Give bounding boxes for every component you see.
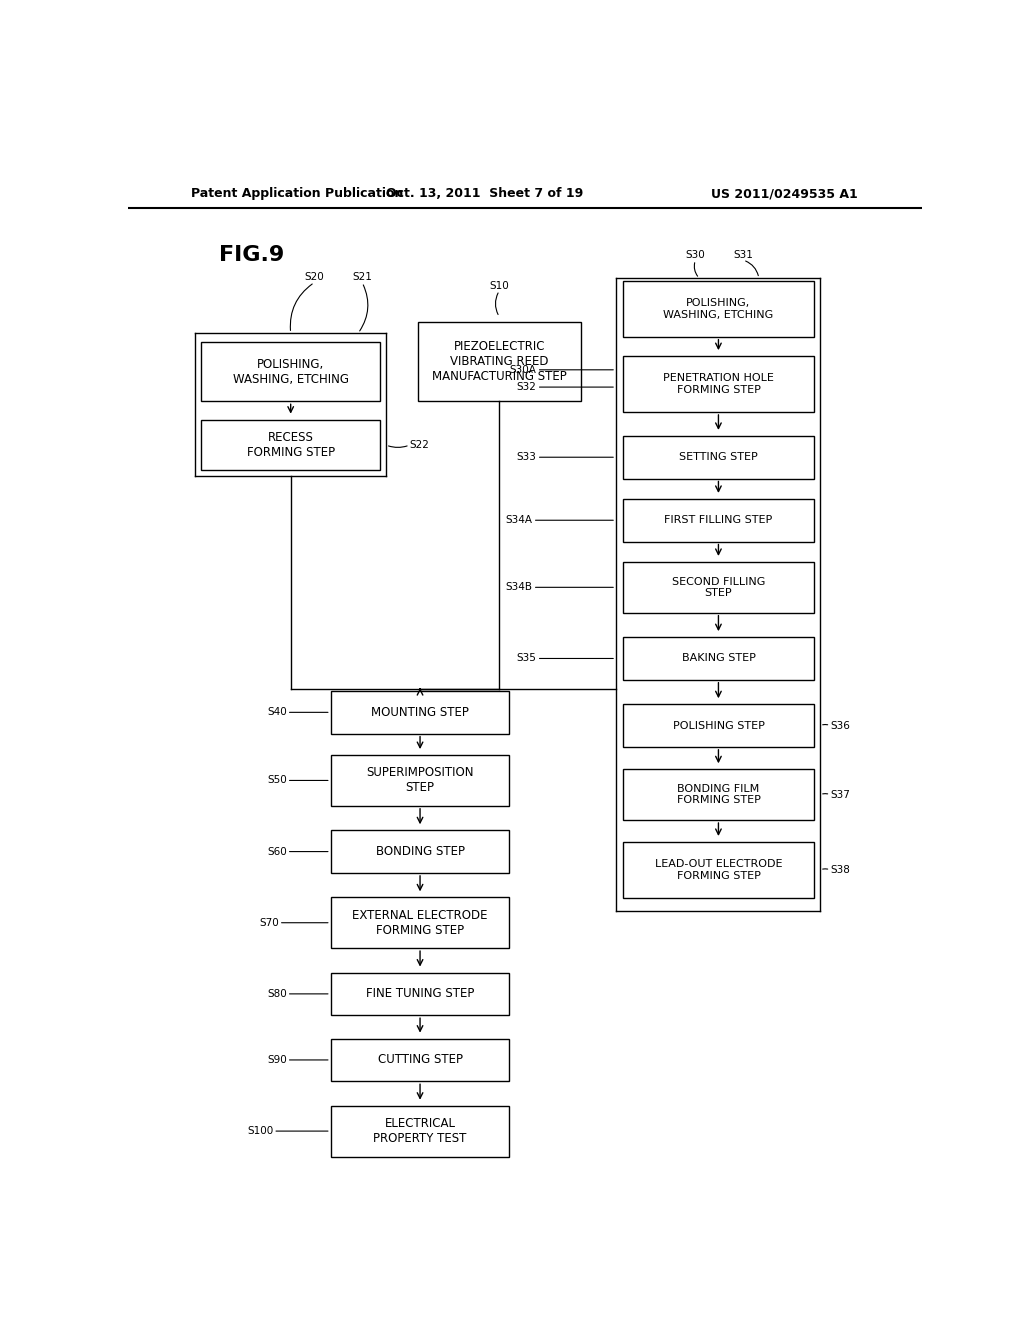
Text: S32: S32 [517,381,537,392]
FancyBboxPatch shape [624,842,814,898]
Text: RECESS
FORMING STEP: RECESS FORMING STEP [247,432,335,459]
Text: POLISHING,
WASHING, ETCHING: POLISHING, WASHING, ETCHING [664,298,773,319]
Text: S36: S36 [830,721,850,730]
FancyBboxPatch shape [331,1106,509,1156]
Text: LEAD-OUT ELECTRODE
FORMING STEP: LEAD-OUT ELECTRODE FORMING STEP [654,859,782,880]
Text: S20: S20 [304,272,325,282]
FancyBboxPatch shape [331,1039,509,1081]
Text: S60: S60 [267,846,287,857]
Text: BONDING STEP: BONDING STEP [376,845,465,858]
Text: PIEZOELECTRIC
VIBRATING REED
MANUFACTURING STEP: PIEZOELECTRIC VIBRATING REED MANUFACTURI… [432,341,566,383]
Text: S30A: S30A [510,364,537,375]
Text: FINE TUNING STEP: FINE TUNING STEP [366,987,474,1001]
Text: PENETRATION HOLE
FORMING STEP: PENETRATION HOLE FORMING STEP [663,374,774,395]
Text: S40: S40 [267,708,287,717]
FancyBboxPatch shape [624,436,814,479]
Text: S21: S21 [352,272,372,282]
Text: S90: S90 [267,1055,287,1065]
FancyBboxPatch shape [202,420,380,470]
Text: US 2011/0249535 A1: US 2011/0249535 A1 [712,187,858,201]
FancyBboxPatch shape [624,770,814,820]
Text: EXTERNAL ELECTRODE
FORMING STEP: EXTERNAL ELECTRODE FORMING STEP [352,908,487,937]
FancyBboxPatch shape [624,704,814,747]
FancyBboxPatch shape [624,638,814,680]
FancyBboxPatch shape [331,973,509,1015]
Text: S31: S31 [733,249,753,260]
Text: S80: S80 [267,989,287,999]
Text: S34B: S34B [506,582,532,593]
Text: S100: S100 [247,1126,273,1137]
FancyBboxPatch shape [331,830,509,873]
FancyBboxPatch shape [331,898,509,948]
Text: POLISHING,
WASHING, ETCHING: POLISHING, WASHING, ETCHING [232,358,349,385]
FancyBboxPatch shape [202,342,380,401]
FancyBboxPatch shape [624,356,814,412]
Text: S30: S30 [685,249,706,260]
Text: S35: S35 [517,653,537,664]
Text: ELECTRICAL
PROPERTY TEST: ELECTRICAL PROPERTY TEST [374,1117,467,1144]
Text: S34A: S34A [506,515,532,525]
Text: MOUNTING STEP: MOUNTING STEP [371,706,469,719]
FancyBboxPatch shape [418,322,581,401]
Text: POLISHING STEP: POLISHING STEP [673,721,764,730]
Text: Patent Application Publication: Patent Application Publication [191,187,403,201]
Text: BONDING FILM
FORMING STEP: BONDING FILM FORMING STEP [677,784,761,805]
Text: S33: S33 [517,453,537,462]
Text: Oct. 13, 2011  Sheet 7 of 19: Oct. 13, 2011 Sheet 7 of 19 [386,187,584,201]
FancyBboxPatch shape [331,755,509,805]
FancyBboxPatch shape [624,281,814,337]
Text: BAKING STEP: BAKING STEP [682,653,756,664]
FancyBboxPatch shape [624,562,814,612]
Text: S70: S70 [259,917,279,928]
Text: SECOND FILLING
STEP: SECOND FILLING STEP [672,577,765,598]
FancyBboxPatch shape [331,690,509,734]
Text: FIG.9: FIG.9 [219,246,285,265]
Text: SETTING STEP: SETTING STEP [679,453,758,462]
Text: S50: S50 [267,775,287,785]
Text: S38: S38 [830,865,850,875]
Text: FIRST FILLING STEP: FIRST FILLING STEP [665,515,772,525]
Text: S22: S22 [410,440,430,450]
Text: S10: S10 [489,281,509,290]
Text: SUPERIMPOSITION
STEP: SUPERIMPOSITION STEP [367,767,474,795]
Text: S37: S37 [830,789,850,800]
FancyBboxPatch shape [624,499,814,541]
Text: CUTTING STEP: CUTTING STEP [378,1053,463,1067]
